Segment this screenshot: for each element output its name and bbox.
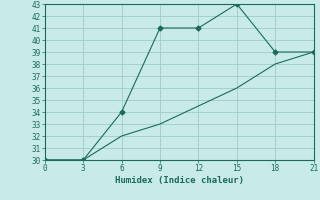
X-axis label: Humidex (Indice chaleur): Humidex (Indice chaleur) xyxy=(115,176,244,185)
